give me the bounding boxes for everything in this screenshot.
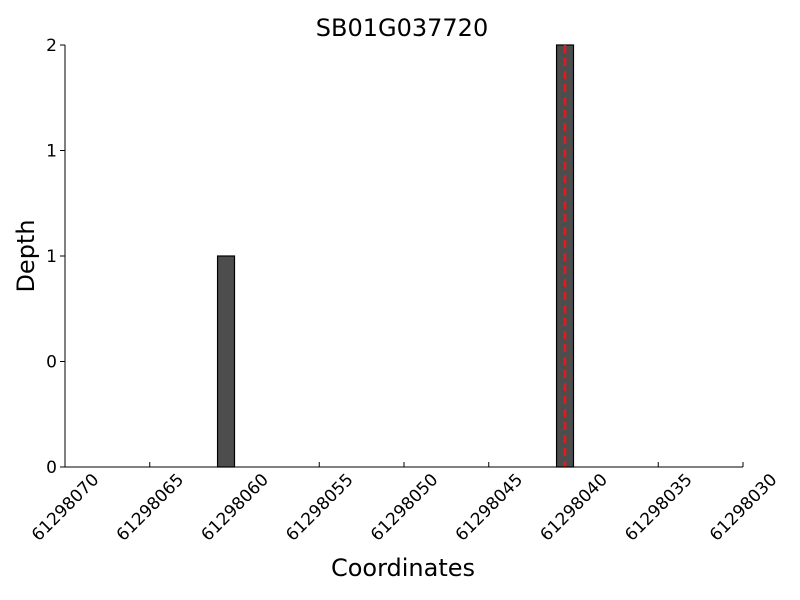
x-tick-label: 61298030 bbox=[706, 470, 781, 545]
bar bbox=[216, 255, 236, 468]
x-tick-label: 61298050 bbox=[367, 470, 442, 545]
y-tick-label: 1 bbox=[46, 142, 57, 162]
y-tick-label: 0 bbox=[46, 458, 57, 478]
y-tick-label: 0 bbox=[46, 353, 57, 373]
y-tick-label: 1 bbox=[46, 247, 57, 267]
x-tick-label: 61298035 bbox=[621, 470, 696, 545]
chart-title: SB01G037720 bbox=[316, 14, 488, 42]
x-tick-label: 61298040 bbox=[537, 470, 612, 545]
x-tick-label: 61298060 bbox=[198, 470, 273, 545]
x-tick-label: 61298070 bbox=[28, 470, 103, 545]
y-axis-label: Depth bbox=[12, 219, 40, 292]
x-tick-label: 61298055 bbox=[282, 470, 357, 545]
x-tick-label: 61298065 bbox=[113, 470, 188, 545]
x-axis-label: Coordinates bbox=[331, 554, 475, 582]
x-tick-label: 61298045 bbox=[452, 470, 527, 545]
y-tick-label: 2 bbox=[46, 36, 57, 56]
